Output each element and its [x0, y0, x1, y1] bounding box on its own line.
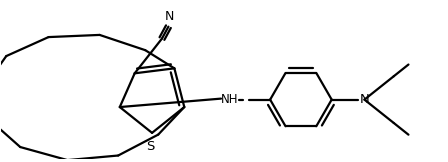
Text: N: N	[165, 10, 174, 23]
Text: N: N	[360, 93, 369, 106]
Text: NH: NH	[221, 93, 239, 106]
Text: S: S	[146, 140, 155, 153]
